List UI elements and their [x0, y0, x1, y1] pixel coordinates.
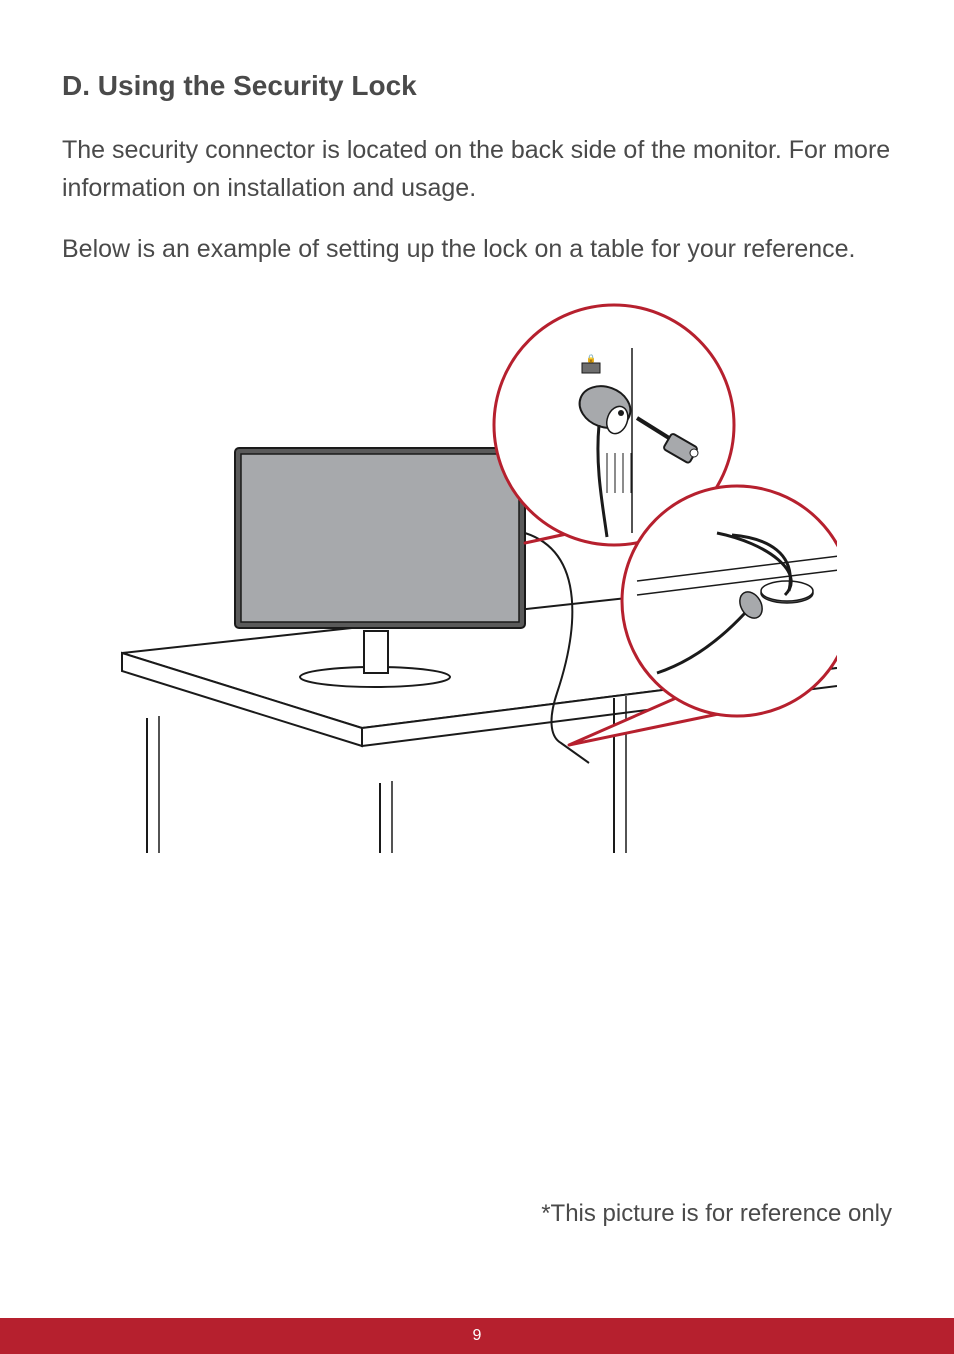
page-footer: 9 [0, 1318, 954, 1354]
svg-text:🔒: 🔒 [586, 354, 596, 363]
section-heading: D. Using the Security Lock [62, 70, 892, 102]
security-lock-illustration: 🔒 [117, 293, 837, 853]
paragraph-1: The security connector is located on the… [62, 132, 892, 207]
paragraph-2: Below is an example of setting up the lo… [62, 231, 892, 269]
picture-footnote: *This picture is for reference only [541, 1200, 892, 1228]
page-number: 9 [473, 1327, 482, 1345]
